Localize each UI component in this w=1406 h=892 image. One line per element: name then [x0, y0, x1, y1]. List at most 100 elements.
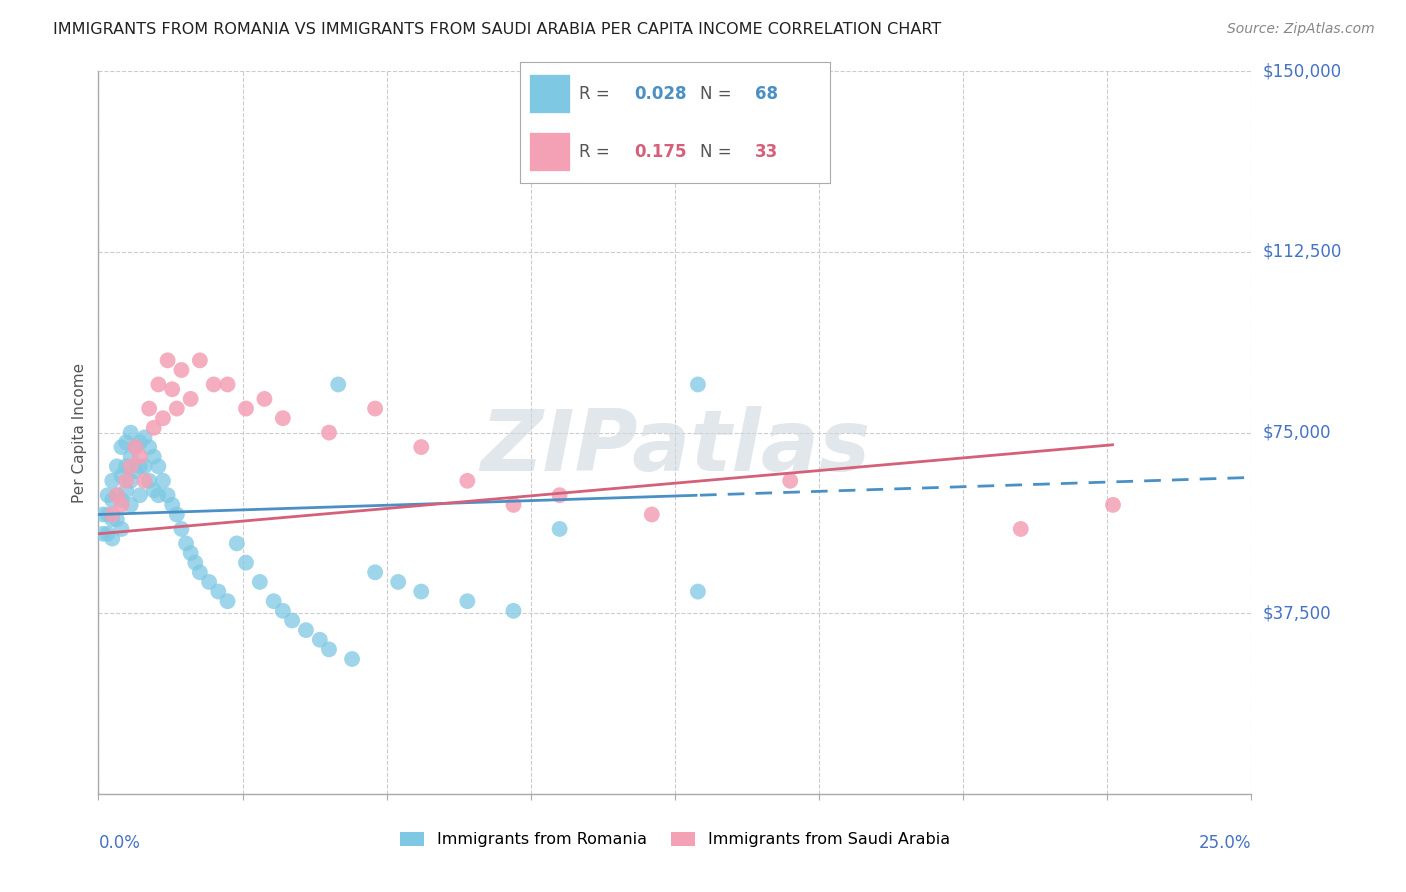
Point: [129, 459, 152, 474]
Point: [138, 474, 160, 488]
Point: [170, 363, 193, 377]
Point: [364, 566, 387, 580]
Text: IMMIGRANTS FROM ROMANIA VS IMMIGRANTS FROM SAUDI ARABIA PER CAPITA INCOME CORREL: IMMIGRANTS FROM ROMANIA VS IMMIGRANTS FR…: [53, 22, 942, 37]
Point: [91, 508, 114, 522]
Point: [134, 459, 156, 474]
Point: [91, 526, 114, 541]
Point: [124, 440, 146, 454]
Point: [387, 574, 409, 589]
Point: [110, 522, 132, 536]
Text: 0.175: 0.175: [634, 143, 688, 161]
Point: [101, 508, 124, 522]
Point: [198, 574, 221, 589]
Point: [124, 440, 146, 454]
Point: [1010, 522, 1032, 536]
Point: [110, 493, 132, 508]
Point: [105, 459, 128, 474]
Point: [207, 584, 229, 599]
Point: [115, 474, 138, 488]
Text: $112,500: $112,500: [1263, 243, 1341, 261]
Point: [548, 488, 571, 502]
Point: [502, 604, 524, 618]
Point: [411, 584, 433, 599]
Text: N =: N =: [700, 85, 737, 103]
Point: [779, 474, 801, 488]
Point: [142, 421, 165, 435]
Point: [105, 512, 128, 526]
Point: [217, 377, 239, 392]
Point: [217, 594, 239, 608]
Text: 25.0%: 25.0%: [1199, 834, 1251, 852]
Point: [456, 474, 478, 488]
Text: 33: 33: [755, 143, 779, 161]
Text: $150,000: $150,000: [1263, 62, 1341, 80]
Point: [548, 522, 571, 536]
Point: [115, 483, 138, 498]
Point: [120, 450, 142, 464]
Point: [686, 377, 709, 392]
FancyBboxPatch shape: [530, 75, 569, 113]
Point: [328, 377, 350, 392]
Point: [129, 435, 152, 450]
Point: [152, 411, 174, 425]
Point: [97, 488, 120, 502]
Point: [105, 488, 128, 502]
Text: ZIPatlas: ZIPatlas: [479, 406, 870, 489]
Point: [110, 498, 132, 512]
Point: [318, 425, 340, 440]
Point: [142, 483, 165, 498]
Point: [134, 474, 156, 488]
Point: [308, 632, 330, 647]
Point: [180, 546, 202, 560]
Point: [110, 469, 132, 483]
Point: [160, 382, 183, 396]
Point: [152, 474, 174, 488]
Point: [120, 498, 142, 512]
Point: [235, 401, 257, 416]
Text: 68: 68: [755, 85, 779, 103]
Legend: Immigrants from Romania, Immigrants from Saudi Arabia: Immigrants from Romania, Immigrants from…: [401, 831, 949, 847]
Point: [120, 474, 142, 488]
Point: [170, 522, 193, 536]
Text: $75,000: $75,000: [1263, 424, 1331, 442]
Point: [156, 353, 179, 368]
Text: R =: R =: [579, 85, 614, 103]
Point: [97, 526, 120, 541]
Point: [156, 488, 179, 502]
Point: [97, 508, 120, 522]
Point: [101, 474, 124, 488]
Point: [271, 411, 294, 425]
Point: [101, 493, 124, 508]
Point: [138, 401, 160, 416]
Point: [235, 556, 257, 570]
Y-axis label: Per Capita Income: Per Capita Income: [72, 362, 87, 503]
Point: [202, 377, 225, 392]
Point: [174, 536, 197, 550]
Point: [364, 401, 387, 416]
Point: [101, 532, 124, 546]
Point: [188, 566, 211, 580]
Point: [129, 488, 152, 502]
Point: [641, 508, 664, 522]
Text: N =: N =: [700, 143, 737, 161]
Point: [281, 614, 304, 628]
Point: [129, 450, 152, 464]
Point: [456, 594, 478, 608]
Text: 0.028: 0.028: [634, 85, 688, 103]
Point: [120, 459, 142, 474]
Point: [115, 459, 138, 474]
Point: [225, 536, 247, 550]
Text: R =: R =: [579, 143, 614, 161]
Point: [134, 430, 156, 444]
Point: [295, 623, 318, 637]
Point: [138, 440, 160, 454]
Text: $37,500: $37,500: [1263, 604, 1331, 623]
Point: [318, 642, 340, 657]
Text: Source: ZipAtlas.com: Source: ZipAtlas.com: [1227, 22, 1375, 37]
Point: [166, 401, 188, 416]
Point: [249, 574, 271, 589]
Text: 0.0%: 0.0%: [98, 834, 141, 852]
Point: [271, 604, 294, 618]
Point: [105, 488, 128, 502]
Point: [1102, 498, 1125, 512]
